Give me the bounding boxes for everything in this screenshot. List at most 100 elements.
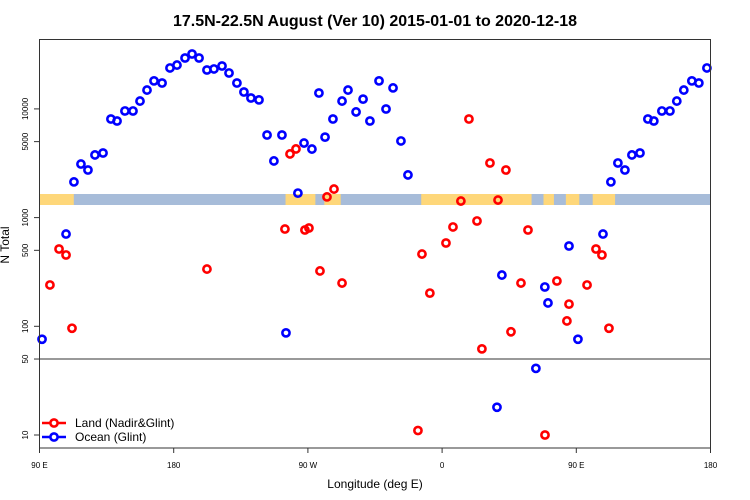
ocean-band <box>39 194 711 205</box>
x-axis-label: Longitude (deg E) <box>327 477 422 491</box>
ocean-point <box>224 68 234 78</box>
ocean-point <box>620 165 630 175</box>
ocean-point <box>381 104 391 114</box>
ocean-point <box>239 87 249 97</box>
land-point <box>582 280 592 290</box>
ocean-point <box>307 144 317 154</box>
ocean-point <box>678 85 689 95</box>
map-strip <box>39 194 711 205</box>
ocean-point <box>351 107 361 117</box>
ocean-point <box>539 282 550 292</box>
land-point <box>413 425 423 436</box>
y-tick-label: 1000 <box>21 208 30 226</box>
ocean-point <box>262 130 272 140</box>
x-tick-label: 180 <box>704 461 718 470</box>
x-tick-label: 90 E <box>568 461 584 470</box>
land-region <box>285 194 316 205</box>
ocean-point <box>232 78 242 88</box>
x-axis: 90 E 180 90 W 0 90 E 180 <box>31 447 718 470</box>
x-tick-label: 90 E <box>31 461 47 470</box>
legend-label-land: Land (Nadir&Glint) <box>75 416 174 430</box>
ocean-point <box>112 116 122 126</box>
ocean-point <box>293 188 303 199</box>
land-point <box>455 196 466 206</box>
legend-marker-ocean <box>49 432 59 442</box>
ocean-point <box>598 229 608 239</box>
chart-title: 17.5N-22.5N August (Ver 10) 2015-01-01 t… <box>173 13 577 30</box>
land-point <box>304 223 314 233</box>
ocean-point <box>388 83 398 93</box>
y-tick-label: 500 <box>21 243 30 257</box>
land-point <box>417 249 427 259</box>
y-axis: 10000 5000 1000 500 100 50 10 <box>21 97 40 439</box>
ocean-point <box>209 64 219 74</box>
ocean-point <box>83 165 93 175</box>
land-point <box>424 288 435 299</box>
land-region <box>565 194 580 205</box>
ocean-point <box>671 96 682 106</box>
land-point <box>464 114 474 124</box>
land-point <box>315 266 325 276</box>
ocean-point <box>492 402 502 413</box>
ocean-point <box>128 106 138 116</box>
ocean-point <box>702 63 712 73</box>
y-tick-label: 10 <box>21 430 30 439</box>
land-region <box>39 194 74 205</box>
land-point <box>67 323 77 334</box>
ocean-point <box>269 156 279 166</box>
land-point <box>597 250 607 260</box>
ocean-point <box>254 95 264 105</box>
ocean-point <box>605 177 616 187</box>
ocean-point <box>246 93 256 103</box>
y-tick-label: 50 <box>21 354 30 363</box>
ocean-point <box>328 114 338 124</box>
ocean-point <box>76 159 86 169</box>
land-point <box>322 192 332 202</box>
ocean-point <box>613 158 623 168</box>
land-point <box>493 195 503 205</box>
land-point <box>562 316 572 326</box>
ocean-point <box>627 150 637 160</box>
ocean-point <box>98 148 108 158</box>
ocean-point <box>665 106 675 116</box>
land-region <box>592 194 616 205</box>
ocean-point <box>403 170 413 180</box>
land-point <box>291 144 301 154</box>
land-point <box>604 323 614 334</box>
ocean-point <box>573 334 583 345</box>
x-tick-label: 180 <box>167 461 181 470</box>
ocean-point <box>374 75 384 86</box>
ocean-point <box>187 49 197 59</box>
ocean-point <box>180 53 190 63</box>
legend-marker-land <box>49 418 59 428</box>
land-point <box>501 165 511 175</box>
land-point <box>448 222 458 232</box>
land-point <box>516 278 526 288</box>
land-region <box>421 194 532 205</box>
land-point <box>477 343 487 354</box>
ocean-point <box>358 94 368 105</box>
ocean-point <box>217 61 227 71</box>
ocean-point <box>320 132 330 143</box>
ocean-point <box>365 116 375 126</box>
ocean-point <box>61 229 71 239</box>
ocean-point <box>564 241 574 251</box>
land-point <box>564 299 574 310</box>
land-point <box>61 250 71 260</box>
land-point <box>202 264 212 274</box>
land-point <box>45 280 55 290</box>
ocean-point <box>337 96 347 106</box>
ocean-point <box>396 136 406 146</box>
legend-label-ocean: Ocean (Glint) <box>75 430 146 444</box>
land-point <box>506 326 516 337</box>
land-point <box>540 430 550 440</box>
land-point <box>285 149 295 159</box>
land-point <box>523 225 533 235</box>
land-region <box>543 194 554 205</box>
ocean-point <box>172 60 182 70</box>
y-tick-label: 10000 <box>21 97 30 120</box>
land-point <box>280 224 290 234</box>
ocean-point <box>635 148 645 158</box>
ocean-point <box>142 85 152 95</box>
